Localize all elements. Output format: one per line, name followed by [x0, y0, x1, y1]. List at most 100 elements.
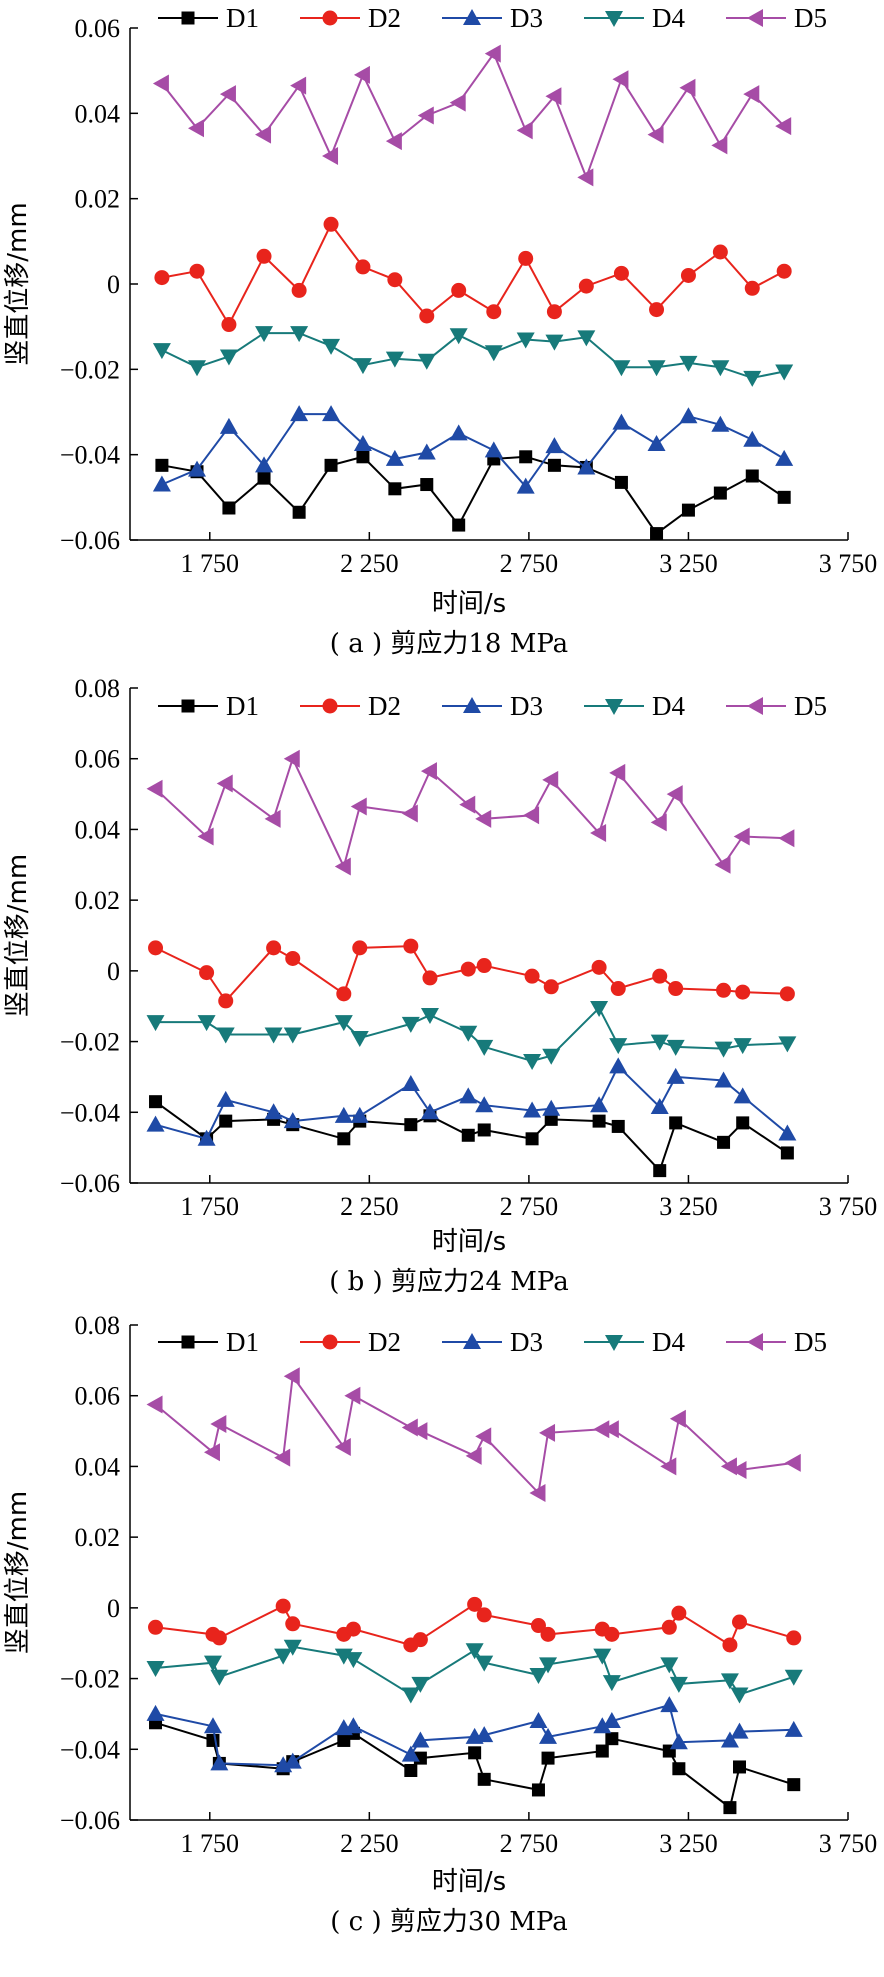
data-point-D2	[668, 981, 684, 997]
data-point-D4	[577, 330, 596, 347]
data-point-D5	[459, 795, 476, 814]
data-point-D1	[519, 450, 533, 464]
series-line-D3	[161, 413, 785, 489]
data-point-D4	[545, 334, 564, 351]
data-point-D3	[146, 1704, 165, 1721]
data-point-D3	[411, 1731, 430, 1748]
chart-panel-1: −0.06 −0.04 −0.02 0 0.02 0.04 0.06 1 750 2 250 2 …	[3, 3, 877, 659]
data-point-D3	[516, 477, 535, 494]
data-point-D5	[334, 857, 351, 876]
y-tick-label: 0.08	[75, 1311, 121, 1340]
data-point-D4	[542, 1048, 561, 1065]
data-point-D3	[612, 413, 631, 430]
data-point-D2	[412, 1632, 428, 1648]
data-point-D1	[356, 450, 370, 464]
data-point-D4	[417, 353, 436, 370]
data-point-D4	[203, 1655, 222, 1672]
data-point-D3	[459, 1087, 478, 1104]
legend-label-D2: D2	[368, 1327, 401, 1357]
series-D4	[146, 1000, 797, 1071]
data-point-D2	[221, 317, 237, 333]
x-axis-label: 时间/s	[432, 1227, 506, 1257]
legend: D1 D2 D3 D4 D5	[158, 691, 827, 721]
data-point-D2	[467, 1596, 483, 1612]
data-point-D1	[713, 486, 727, 500]
data-point-D5	[255, 125, 272, 144]
x-tick-label: 2 250	[340, 549, 399, 578]
data-point-D5	[711, 136, 728, 155]
data-point-D4	[350, 1031, 369, 1048]
data-point-D1	[605, 1732, 619, 1746]
data-point-D1	[592, 1114, 606, 1128]
data-point-D2	[211, 1630, 227, 1646]
data-point-D5	[350, 797, 367, 816]
legend-marker-D5	[747, 1333, 763, 1351]
data-point-D2	[486, 304, 502, 320]
data-point-D4	[146, 1660, 165, 1677]
series-D3	[146, 1057, 797, 1146]
y-tick-label: 0.06	[75, 745, 121, 774]
legend-marker-D4	[605, 11, 623, 27]
data-point-D1	[404, 1764, 418, 1777]
data-point-D3	[334, 1106, 353, 1123]
data-point-D2	[661, 1619, 677, 1635]
data-point-D2	[291, 282, 307, 298]
data-point-D3	[283, 1752, 302, 1769]
data-point-D4	[775, 364, 794, 381]
data-point-D3	[602, 1712, 621, 1728]
data-point-D4	[720, 1673, 739, 1690]
panel-caption: ( b ) 剪应力24 MPa	[329, 1267, 569, 1297]
data-point-D4	[609, 1038, 628, 1055]
data-point-D1	[669, 1116, 683, 1130]
data-point-D5	[593, 1420, 610, 1439]
data-point-D5	[210, 1415, 227, 1433]
legend-marker-D2	[322, 698, 338, 714]
data-point-D2	[578, 278, 594, 294]
data-point-D4	[484, 345, 503, 362]
data-point-D1	[257, 471, 271, 485]
data-point-D2	[403, 938, 419, 954]
data-point-D5	[216, 774, 233, 793]
data-point-D1	[717, 1135, 731, 1149]
data-point-D1	[324, 458, 338, 472]
data-point-D1	[547, 458, 561, 472]
legend-marker-D1	[181, 699, 195, 713]
legend-label-D5: D5	[794, 1327, 827, 1357]
y-tick-label: −0.04	[60, 441, 120, 470]
data-point-D2	[218, 993, 234, 1009]
data-point-D2	[735, 984, 751, 1000]
data-point-D2	[712, 244, 728, 260]
data-point-D2	[154, 270, 170, 286]
data-point-D3	[542, 1099, 561, 1116]
data-point-D4	[743, 370, 762, 387]
data-point-D2	[460, 961, 476, 977]
y-tick-label: 0.02	[75, 886, 121, 915]
data-point-D2	[336, 986, 352, 1002]
series-line-D1	[161, 455, 785, 536]
data-point-D3	[449, 424, 468, 441]
series-line-D2	[161, 222, 785, 327]
data-point-D5	[401, 804, 418, 823]
y-tick-label: −0.04	[60, 1098, 120, 1127]
data-point-D2	[285, 950, 301, 966]
data-point-D3	[255, 456, 274, 473]
data-point-D3	[344, 1717, 363, 1734]
data-point-D3	[593, 1717, 612, 1734]
legend-label-D4: D4	[652, 1327, 685, 1357]
data-point-D4	[475, 1039, 494, 1056]
data-point-D3	[590, 1096, 609, 1113]
data-point-D4	[714, 1041, 733, 1058]
data-point-D4	[401, 1687, 420, 1704]
y-tick-label: −0.02	[60, 355, 120, 384]
data-point-D2	[652, 968, 668, 984]
data-point-D5	[449, 93, 466, 112]
data-point-D2	[604, 1626, 620, 1642]
x-tick-label: 3 750	[819, 1829, 878, 1858]
y-tick-label: −0.06	[60, 526, 120, 555]
data-point-D3	[647, 435, 666, 451]
x-tick-label: 2 250	[340, 1829, 399, 1858]
data-point-D2	[744, 280, 760, 296]
data-point-D5	[219, 85, 236, 104]
y-axis-label: 竖直位移/mm	[3, 1491, 33, 1654]
data-point-D3	[733, 1087, 752, 1104]
